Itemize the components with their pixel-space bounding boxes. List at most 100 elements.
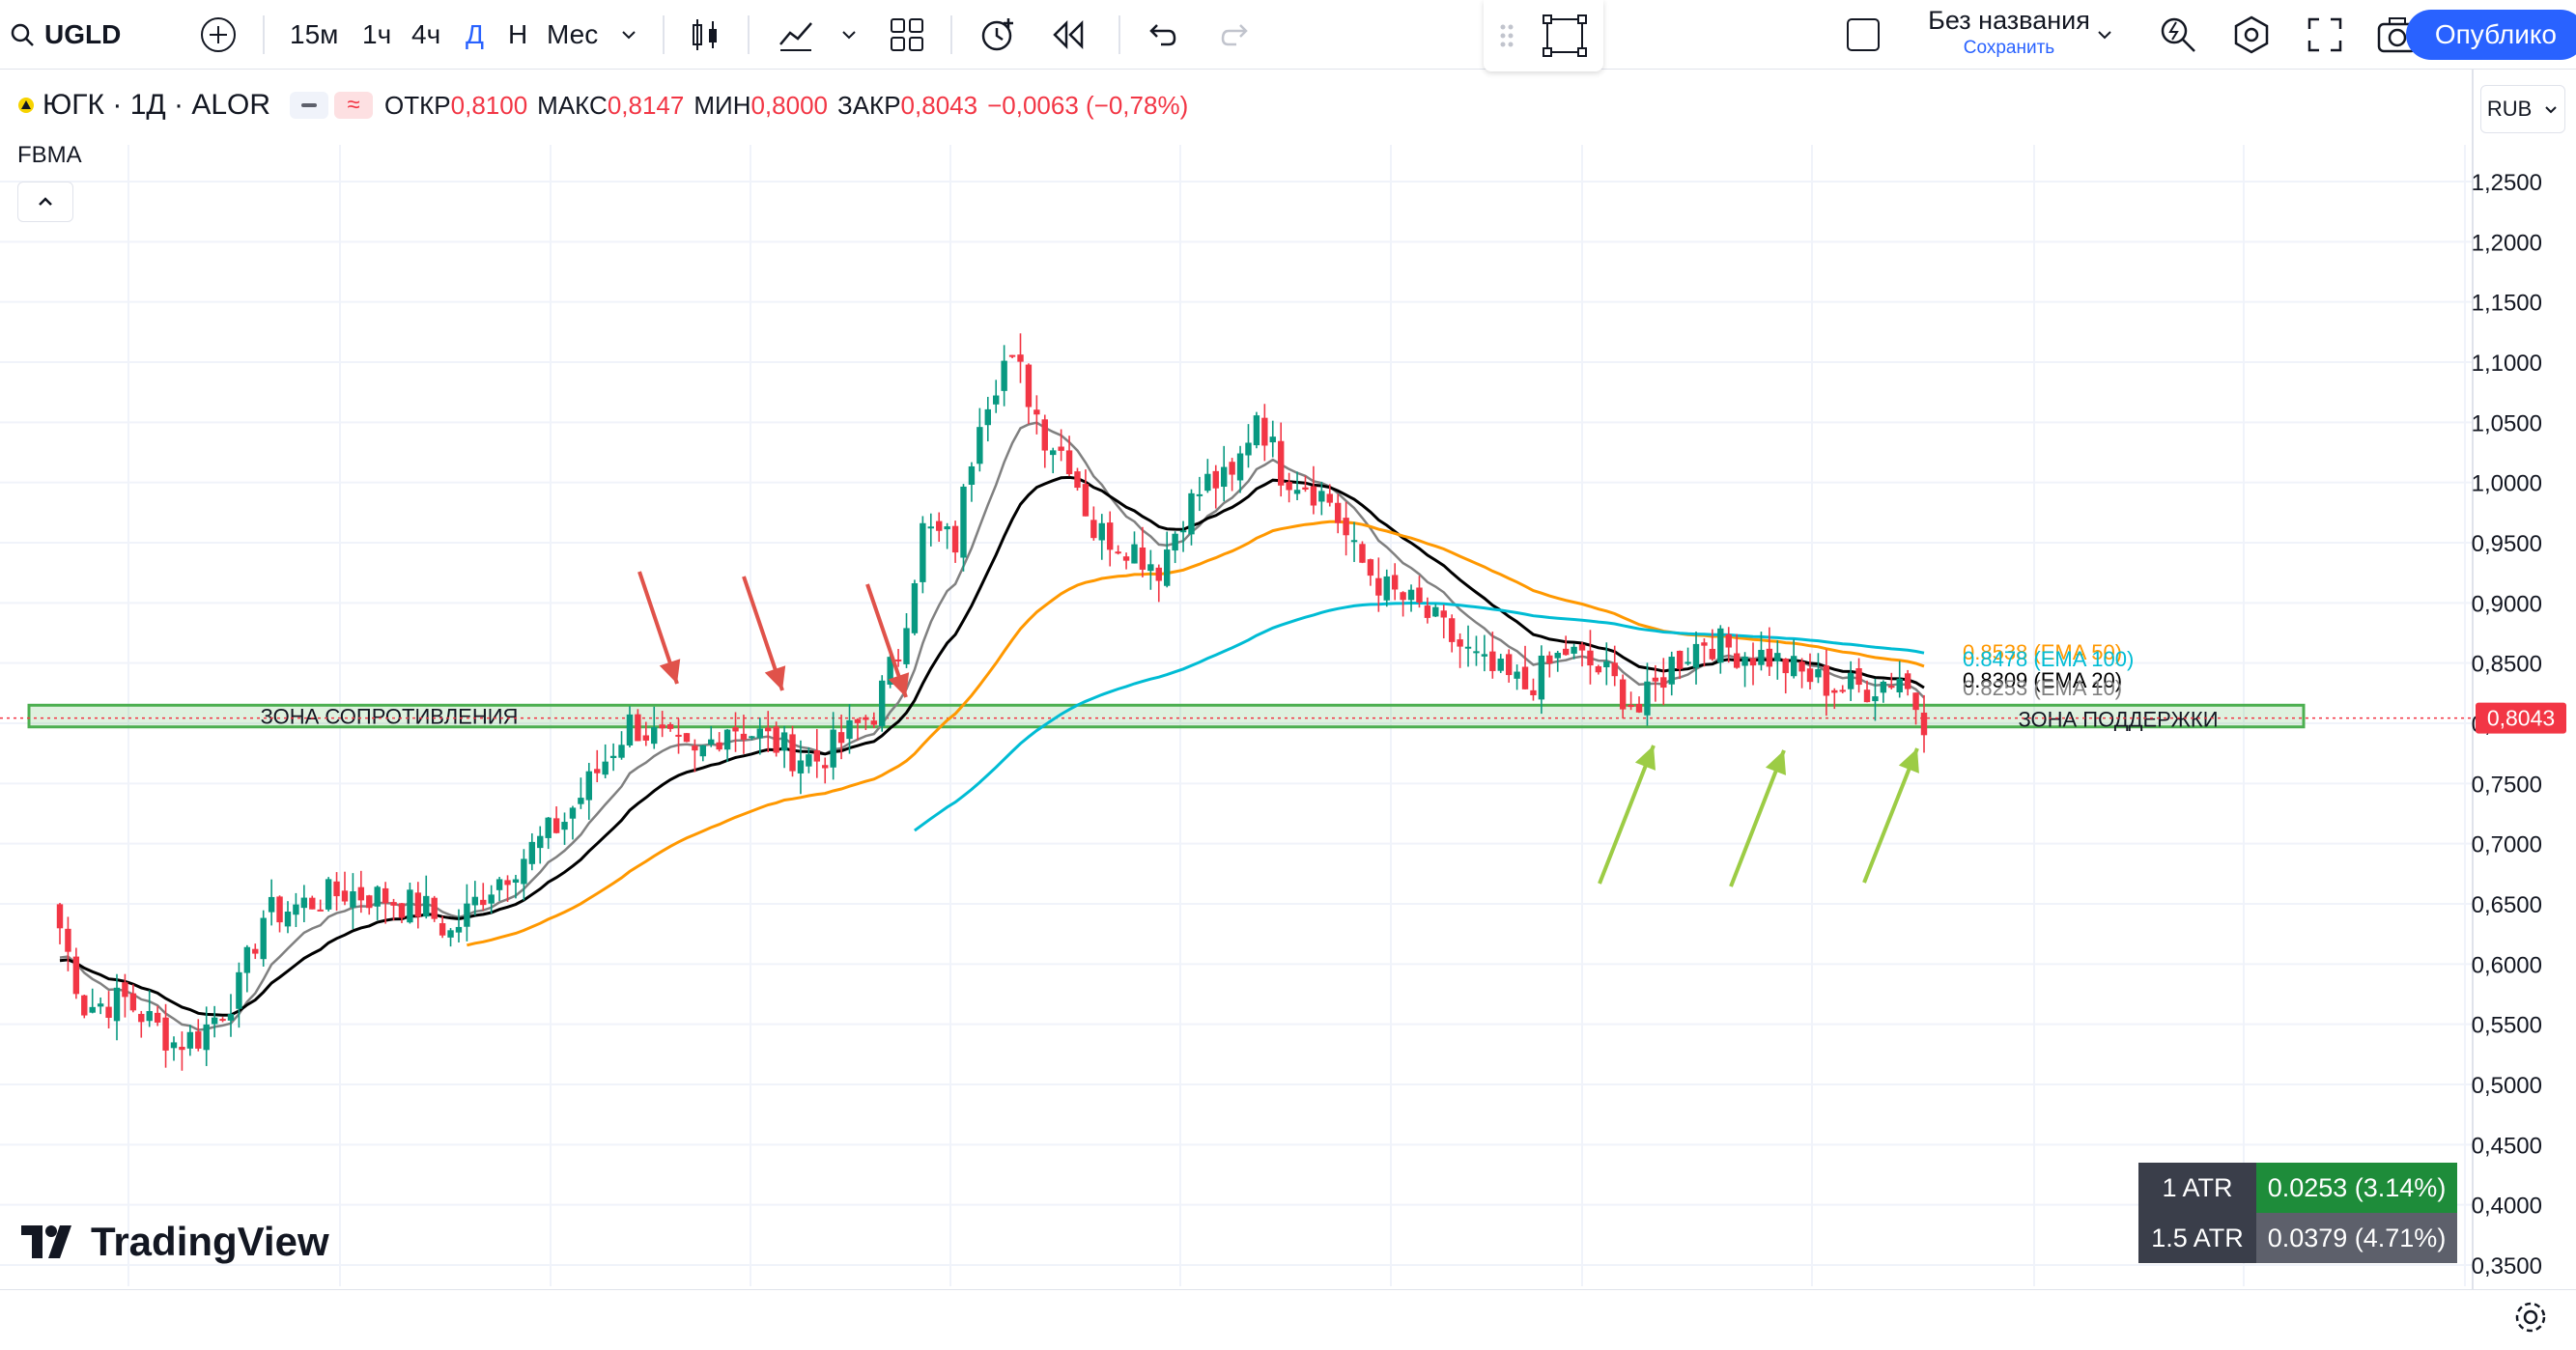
candle-body	[56, 904, 64, 929]
indicator-label[interactable]: FBMA	[17, 142, 82, 168]
interval-day[interactable]: Д	[466, 0, 484, 70]
watermark-text: TradingView	[91, 1219, 329, 1264]
candle-body	[984, 408, 991, 426]
layout-checkbox[interactable]	[1845, 0, 1882, 70]
candle-body	[293, 904, 299, 915]
quick-search-button[interactable]	[2158, 0, 2198, 70]
candles	[56, 333, 1928, 1071]
zone-label-support: ЗОНА ПОДДЕРЖКИ	[2018, 708, 2218, 732]
indicators-button[interactable]	[777, 0, 815, 70]
replay-button[interactable]	[1049, 0, 1088, 70]
candle-body	[1229, 462, 1235, 475]
candle-body	[1172, 533, 1178, 551]
candle-body	[1514, 671, 1520, 679]
high-value: 0,8147	[607, 90, 685, 120]
ema-label: 0.8478 (EMA 100)	[1963, 647, 2134, 671]
candle-body	[1701, 642, 1708, 646]
candle-body	[1464, 646, 1472, 649]
price-tick: 0,5000	[2472, 1073, 2542, 1099]
candle-body	[1660, 677, 1667, 689]
add-symbol-button[interactable]	[199, 0, 238, 70]
layout-name[interactable]: Без названия Сохранить	[1908, 6, 2110, 59]
zone-label-resistance: ЗОНА СОПРОТИВЛЕНИЯ	[261, 705, 519, 729]
candle-body	[1334, 502, 1342, 523]
indicators-dropdown[interactable]	[838, 0, 860, 70]
candle-body	[1065, 450, 1073, 475]
support-arrow	[1862, 747, 1919, 884]
candle-body	[1440, 610, 1447, 618]
redo-button[interactable]	[1219, 0, 1254, 70]
price-tick: 0,6500	[2472, 892, 2542, 918]
visibility-toggle[interactable]	[290, 92, 329, 119]
undo-button[interactable]	[1144, 0, 1178, 70]
candle-body	[325, 879, 332, 910]
compare-toggle[interactable]: ≈	[334, 92, 374, 119]
interval-dropdown[interactable]	[618, 0, 639, 70]
candle-body	[1497, 659, 1504, 671]
symbol-search[interactable]: UGLD	[10, 0, 121, 70]
support-arrow	[1729, 749, 1786, 887]
symbol-title[interactable]: ЮГК · 1Д · ALOR	[42, 89, 271, 121]
candle-body	[300, 897, 308, 909]
resistance-arrow-head	[764, 665, 786, 690]
candle-body	[374, 886, 381, 907]
candle-body	[1050, 450, 1057, 456]
price-tick: 0,4000	[2472, 1194, 2542, 1220]
candle-body	[81, 995, 88, 1016]
candle-body	[357, 886, 365, 901]
candle-body	[1611, 662, 1618, 677]
candle-body	[211, 1017, 218, 1025]
candle-body	[1131, 544, 1138, 564]
fullscreen-button[interactable]	[2307, 0, 2343, 70]
collapse-legend-button[interactable]	[17, 182, 73, 222]
alert-button[interactable]	[977, 0, 1018, 70]
candle-body	[1709, 648, 1716, 660]
interval-month[interactable]: Мес	[547, 0, 598, 70]
atr-table: 1 ATR 0.0253 (3.14%) 1.5 ATR 0.0379 (4.7…	[2138, 1163, 2457, 1263]
candle-body	[1806, 668, 1814, 683]
price-tick: 0,8500	[2472, 652, 2542, 678]
settings-button[interactable]	[2231, 0, 2272, 70]
candle-body	[1448, 618, 1456, 642]
currency-select[interactable]: RUB	[2480, 85, 2565, 133]
publish-button[interactable]: Опублико	[2405, 10, 2576, 60]
candle-body	[789, 734, 796, 772]
candle-body	[1115, 551, 1121, 554]
annotation-arrows	[637, 571, 1919, 887]
axis-settings-icon[interactable]	[2509, 1296, 2552, 1338]
candle-body	[1416, 587, 1423, 603]
interval-week[interactable]: Н	[508, 0, 527, 70]
save-link[interactable]: Сохранить	[1963, 38, 2055, 58]
close-label: ЗАКР	[837, 90, 901, 120]
candle-body	[1578, 644, 1586, 651]
candle-body	[170, 1042, 178, 1049]
candle-body	[97, 1003, 104, 1007]
atr-row: 1 ATR 0.0253 (3.14%)	[2138, 1163, 2457, 1213]
candle-body	[162, 1017, 169, 1051]
interval-1h[interactable]: 1ч	[362, 0, 391, 70]
currency-label: RUB	[2486, 97, 2533, 121]
candle-body	[960, 486, 967, 558]
support-arrow-head	[1634, 745, 1656, 771]
templates-button[interactable]	[889, 0, 925, 70]
candle-body	[1236, 453, 1244, 481]
drawing-toolbar-handle[interactable]	[1484, 0, 1603, 71]
interval-15m[interactable]: 15м	[290, 0, 338, 70]
high-label: МАКС	[537, 90, 608, 120]
layout-dropdown[interactable]	[2094, 0, 2115, 70]
search-icon	[11, 23, 34, 46]
candle-body	[1367, 559, 1374, 577]
candle-body	[528, 841, 536, 864]
chart-type-button[interactable]	[688, 0, 722, 70]
candle-body	[390, 902, 397, 906]
interval-4h[interactable]: 4ч	[411, 0, 440, 70]
candle-body	[1872, 696, 1879, 702]
price-tick: 0,9500	[2472, 531, 2542, 557]
candle-body	[894, 659, 902, 661]
candle-body	[837, 732, 845, 744]
chevron-down-icon	[842, 31, 856, 40]
symbol-label: UGLD	[44, 19, 122, 49]
candle-body	[464, 903, 470, 927]
tradingview-logo[interactable]: TradingView	[21, 1219, 329, 1265]
